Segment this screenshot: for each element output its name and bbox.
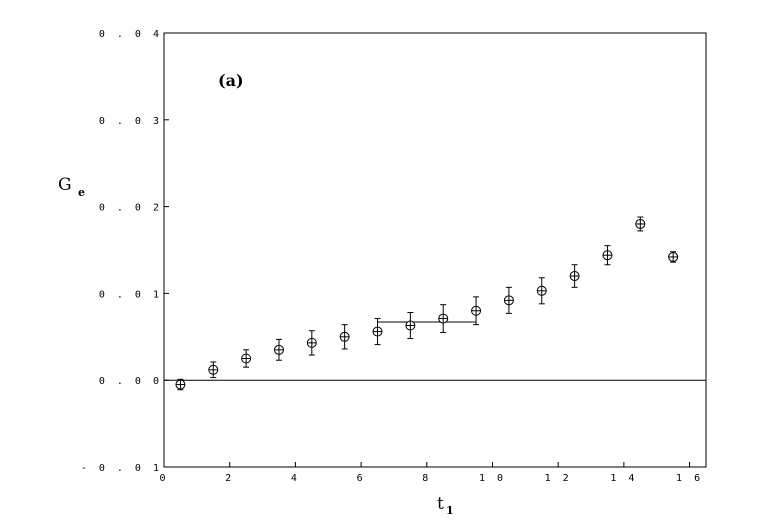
x-tick-label: 1 6 xyxy=(676,473,703,484)
x-tick-label: 4 xyxy=(291,473,300,484)
data-point xyxy=(471,296,482,326)
data-point xyxy=(438,304,449,333)
data-point xyxy=(536,277,547,305)
x-tick-label: 1 2 xyxy=(545,473,572,484)
y-tick-label: - 0 . 0 1 xyxy=(81,463,162,474)
x-axis-title-subscript: 1 xyxy=(446,504,454,517)
x-axis-ticks: 0 2 4 6 8 1 0 1 2 1 4 1 6 xyxy=(159,462,703,484)
y-tick-label: 0 . 0 1 xyxy=(99,289,162,300)
data-points xyxy=(175,216,679,391)
y-tick-label: 0 . 0 0 xyxy=(99,376,162,387)
x-tick-label: 1 4 xyxy=(610,473,637,484)
y-tick-label: 0 . 0 2 xyxy=(99,203,162,214)
y-axis-title-subscript: e xyxy=(78,186,85,199)
data-point xyxy=(175,378,186,391)
data-point xyxy=(372,318,383,346)
y-tick-label: 0 . 0 3 xyxy=(99,116,162,127)
x-tick-label: 6 xyxy=(357,473,366,484)
data-point xyxy=(635,216,646,232)
data-point xyxy=(503,286,514,314)
y-tick-label: 0 . 0 4 xyxy=(99,29,162,40)
data-point xyxy=(306,330,317,356)
x-axis-title: t xyxy=(437,494,444,514)
data-point xyxy=(273,338,284,361)
y-axis-ticks: - 0 . 0 1 0 . 0 0 0 . 0 1 0 . 0 2 0 . 0 3 0 .… xyxy=(81,29,169,474)
data-point xyxy=(602,245,613,266)
x-tick-label: 1 0 xyxy=(479,473,506,484)
data-point xyxy=(405,311,416,340)
x-tick-label: 0 xyxy=(159,473,168,484)
x-tick-label: 2 xyxy=(225,473,234,484)
data-point xyxy=(668,251,679,263)
data-point xyxy=(241,349,252,368)
x-tick-label: 8 xyxy=(422,473,431,484)
data-point xyxy=(569,264,580,288)
y-axis-title: G xyxy=(58,175,72,195)
data-point xyxy=(339,324,350,350)
plot-frame xyxy=(163,32,707,468)
data-point xyxy=(208,361,219,379)
panel-annotation: (a) xyxy=(218,71,244,90)
